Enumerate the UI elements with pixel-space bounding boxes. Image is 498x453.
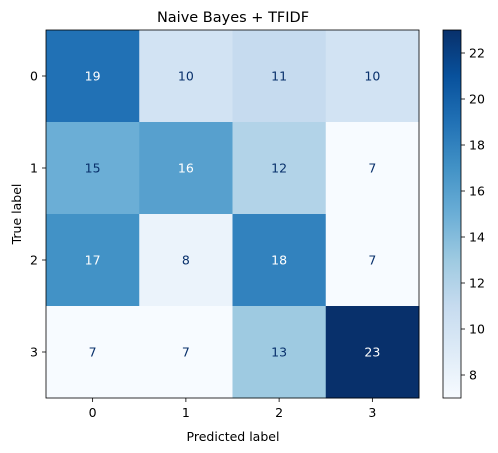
- colorbar-tick-label: 22: [469, 46, 485, 61]
- cell-value-label: 10: [178, 69, 194, 84]
- heatmap-cell: [325, 214, 420, 307]
- x-axis: 0 1 2 3: [89, 398, 376, 420]
- cell-value-label: 13: [271, 345, 287, 360]
- heatmap-cell: [232, 30, 327, 123]
- colorbar-tick-label: 18: [469, 138, 485, 153]
- cell-value-label: 12: [271, 161, 287, 176]
- cell-value-label: 16: [178, 161, 194, 176]
- y-axis-label: True label: [9, 184, 24, 246]
- cell-value-label: 23: [364, 345, 380, 360]
- heatmap-cell: [325, 306, 420, 399]
- heatmap-cell: [325, 122, 420, 215]
- y-axis: 0 1 2 3: [30, 69, 46, 360]
- y-tick-label: 2: [30, 253, 38, 268]
- cell-value-label: 7: [368, 161, 376, 176]
- colorbar-tick-label: 12: [469, 276, 485, 291]
- cell-value-label: 10: [364, 69, 380, 84]
- heatmap-cell: [139, 306, 233, 399]
- plot-frame: [45, 29, 420, 399]
- x-tick-label: 3: [368, 405, 376, 420]
- heatmap-cell: [139, 214, 233, 307]
- heatmap-cell: [139, 122, 233, 215]
- colorbar-ticks: 8 10 12 14 16 18 20 22: [461, 46, 485, 383]
- heatmap-cell: [46, 214, 140, 307]
- colorbar-tick-label: 20: [469, 92, 485, 107]
- heatmap-cell: [232, 122, 327, 215]
- x-tick-label: 1: [182, 405, 190, 420]
- colorbar-tick-label: 10: [469, 322, 485, 337]
- cell-value-label: 19: [85, 69, 101, 84]
- heatmap-cell: [232, 214, 327, 307]
- y-tick-label: 3: [30, 345, 38, 360]
- y-tick-label: 1: [30, 161, 38, 176]
- cell-value-label: 8: [182, 253, 190, 268]
- x-tick-label: 2: [275, 405, 283, 420]
- colorbar: [442, 29, 462, 399]
- cell-value-label: 7: [182, 345, 190, 360]
- y-tick-label: 0: [30, 69, 38, 84]
- cell-value-label: 18: [271, 253, 287, 268]
- cell-value-label: 15: [85, 161, 101, 176]
- cell-value-label: 17: [85, 253, 101, 268]
- heatmap-cell-labels: 19 10 11 10 15 16 12 7 17 8 18 7 7 7 13 23: [85, 69, 381, 360]
- colorbar-tick-label: 16: [469, 184, 485, 199]
- heatmap-cell: [325, 30, 420, 123]
- x-axis-label: Predicted label: [187, 429, 280, 444]
- colorbar-tick-label: 8: [469, 368, 477, 383]
- heatmap-cell: [139, 30, 233, 123]
- heatmap-cell: [46, 122, 140, 215]
- heatmap-cell: [46, 306, 140, 399]
- heatmap-cell: [232, 306, 327, 399]
- heatmap-cell: [46, 30, 140, 123]
- cell-value-label: 7: [89, 345, 97, 360]
- heatmap-cells: [46, 30, 420, 399]
- colorbar-tick-label: 14: [469, 230, 485, 245]
- cell-value-label: 11: [271, 69, 287, 84]
- chart-title: Naive Bayes + TFIDF: [157, 10, 309, 26]
- cell-value-label: 7: [368, 253, 376, 268]
- x-tick-label: 0: [89, 405, 97, 420]
